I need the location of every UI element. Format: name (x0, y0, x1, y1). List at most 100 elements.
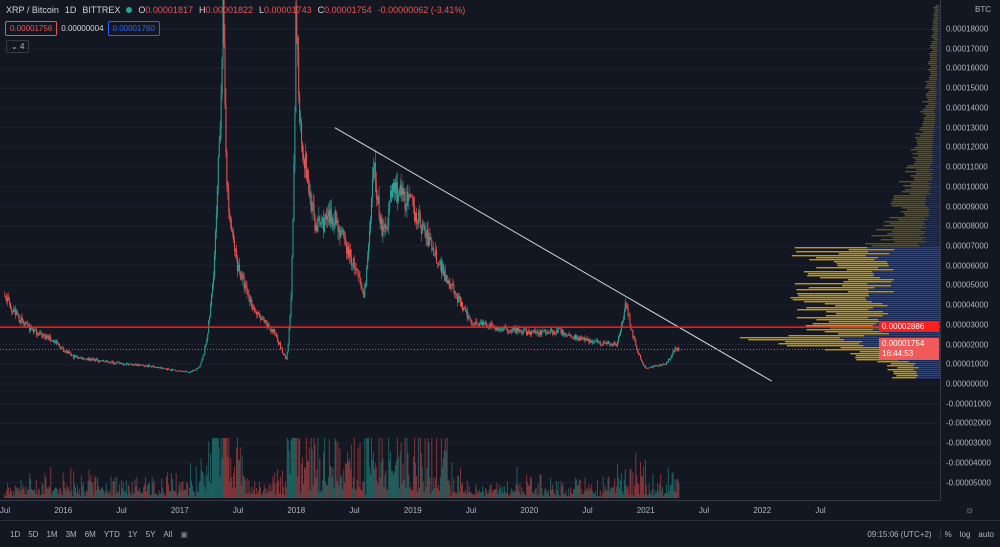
symbol-title[interactable]: XRP / Bitcoin (6, 5, 59, 15)
candle-body (275, 333, 277, 335)
volume-bar (396, 438, 398, 498)
volume-profile-bar (838, 253, 890, 255)
indicators-toggle[interactable]: ⌄ 4 (6, 40, 30, 53)
indicators-count: 4 (19, 42, 25, 51)
volume-bar (339, 448, 341, 498)
candle-body (523, 329, 525, 331)
candle-body (192, 370, 194, 371)
volume-bar (55, 488, 57, 498)
candle-body (205, 343, 207, 347)
candle-body (86, 359, 88, 360)
volume-profile-bar (931, 41, 938, 43)
interval[interactable]: 1D (64, 5, 77, 15)
volume-profile-bar (914, 137, 933, 139)
volume-profile-bar (936, 53, 940, 55)
volume-bar (463, 492, 465, 498)
volume-profile-bar (910, 175, 932, 177)
volume-bar (212, 438, 214, 498)
volume-bar (469, 491, 471, 498)
volume-bar (340, 477, 342, 498)
candle-body (662, 363, 664, 365)
range-all[interactable]: All (163, 529, 173, 539)
range-1d[interactable]: 1D (10, 529, 21, 539)
volume-bar (298, 438, 300, 498)
volume-bar (231, 477, 233, 498)
volume-bar (20, 479, 22, 498)
volume-bar (236, 438, 238, 498)
candle-body (508, 331, 510, 333)
percent-toggle[interactable]: % (944, 529, 952, 539)
volume-bar (465, 494, 467, 498)
candle-body (196, 368, 198, 369)
volume-profile-bar (798, 295, 870, 297)
range-6m[interactable]: 6M (84, 529, 96, 539)
volume-bar (653, 495, 655, 498)
price-chart[interactable] (0, 0, 940, 500)
candle-body (629, 315, 631, 325)
volume-bar (114, 477, 116, 498)
volume-profile-bar (926, 95, 936, 97)
volume-bar (228, 438, 230, 498)
candle-body (33, 329, 35, 333)
volume-profile-bar (926, 227, 940, 229)
candle-body (74, 355, 76, 359)
candle-body (677, 348, 679, 352)
range-1m[interactable]: 1M (46, 529, 58, 539)
volume-bar (187, 483, 189, 498)
volume-profile-bar (778, 343, 860, 345)
price-tick: 0.00012000 (946, 142, 989, 152)
volume-bar (486, 493, 488, 498)
candle-body (524, 329, 526, 330)
buy-button[interactable]: 0.00001760 (107, 21, 160, 36)
clock[interactable]: 09:15:06 (UTC+2) (863, 529, 941, 539)
volume-bar (68, 489, 70, 498)
log-toggle[interactable]: log (959, 529, 971, 539)
time-tick: Jul (465, 506, 477, 515)
date-range-icon[interactable]: ▣ (180, 529, 188, 539)
high-value: 0.00001822 (205, 5, 254, 15)
candle-body (277, 336, 279, 342)
candle-body (576, 336, 578, 339)
auto-toggle[interactable]: auto (978, 529, 994, 539)
range-ytd[interactable]: YTD (103, 529, 120, 539)
candle-body (119, 362, 121, 364)
volume-bar (473, 493, 475, 498)
range-5d[interactable]: 5D (28, 529, 39, 539)
volume-bar (505, 491, 507, 498)
candle-body (556, 330, 558, 333)
candle-body (455, 293, 457, 295)
settings-icon[interactable]: ☼ (965, 505, 975, 516)
volume-profile-bar (929, 213, 940, 215)
candle-body (433, 248, 435, 256)
range-1y[interactable]: 1Y (127, 529, 138, 539)
candle-body (515, 328, 517, 334)
candle-body (320, 223, 322, 225)
volume-bar (284, 482, 286, 498)
volume-bar (437, 488, 439, 498)
volume-bar (551, 489, 553, 498)
candle-body (350, 255, 352, 266)
candle-body (13, 308, 15, 311)
candle-body (129, 363, 131, 365)
candle-body (407, 191, 409, 202)
time-tick: Jul (815, 506, 826, 515)
candle-body (35, 328, 37, 336)
candle-body (495, 327, 497, 330)
sell-button[interactable]: 0.00001756 (5, 21, 58, 36)
time-axis[interactable]: Jul 2016 Jul 2017 Jul 2018 Jul 2019 Jul 2020 Jul 20… (0, 500, 940, 520)
time-tick: 2018 (287, 506, 306, 515)
volume-bar (370, 438, 372, 498)
range-3m[interactable]: 3M (65, 529, 77, 539)
volume-bar (124, 490, 126, 498)
range-5y[interactable]: 5Y (145, 529, 156, 539)
volume-bar (140, 492, 142, 498)
candle-body (339, 229, 341, 237)
volume-bar (483, 496, 485, 498)
volume-bar (425, 486, 427, 498)
volume-bar (496, 482, 498, 498)
price-axis[interactable]: 0.00018000 0.00017000 0.00016000 0.00015000… (940, 0, 1000, 500)
volume-bar (34, 493, 36, 498)
volume-bar (483, 492, 485, 498)
candle-body (187, 371, 189, 373)
volume-bar (622, 493, 624, 498)
